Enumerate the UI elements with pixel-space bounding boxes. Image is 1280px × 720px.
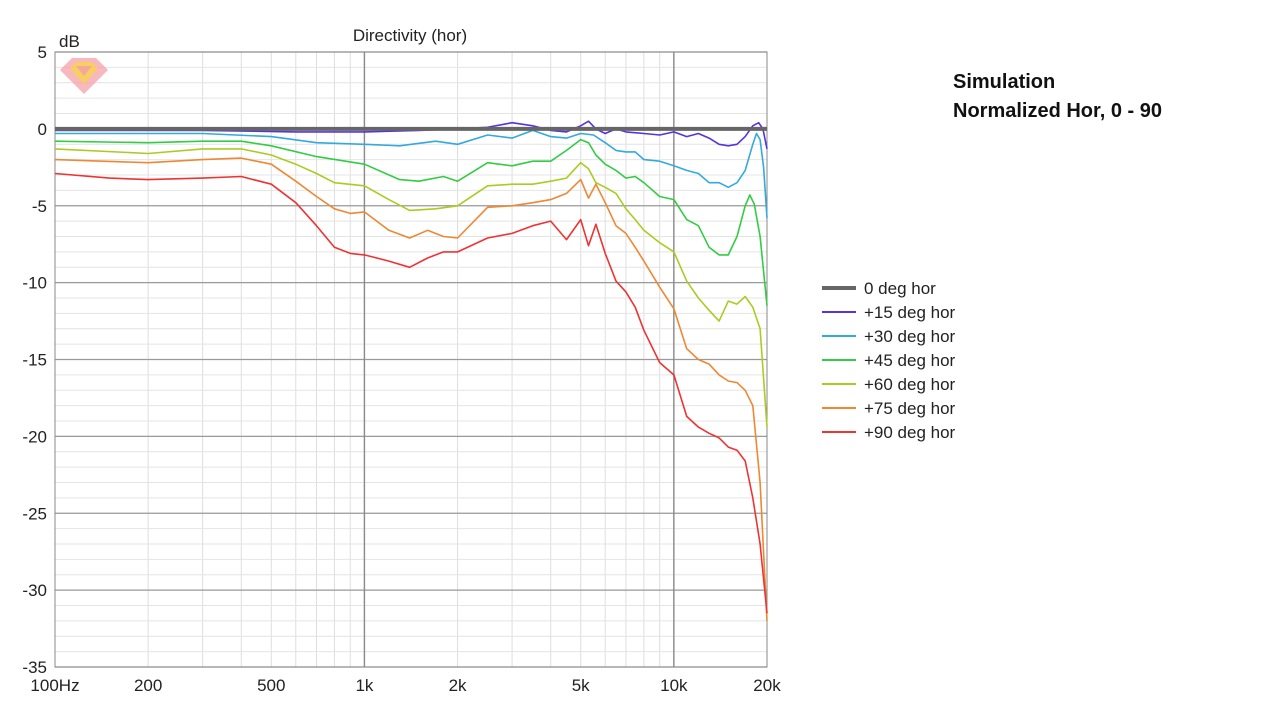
series-line--30-deg-hor [55, 129, 768, 219]
y-tick-label: -5 [32, 197, 47, 216]
x-tick-label: 2k [449, 676, 467, 695]
legend-label: +60 deg hor [864, 375, 956, 394]
series-line--45-deg-hor [54, 138, 768, 306]
simulation-note-line2: Normalized Hor, 0 - 90 [953, 100, 1162, 122]
legend-label: +75 deg hor [864, 399, 956, 418]
legend-label: 0 deg hor [864, 279, 936, 298]
y-tick-label: -25 [22, 504, 47, 523]
y-tick-label: 5 [38, 43, 47, 62]
y-tick-label: -20 [22, 427, 47, 446]
y-tick-label: -15 [22, 351, 47, 370]
x-tick-label: 20k [753, 676, 781, 695]
simulation-note-line1: Simulation [953, 71, 1056, 93]
legend-label: +30 deg hor [864, 327, 956, 346]
y-tick-label: -35 [22, 658, 47, 677]
series-layer [54, 120, 768, 621]
logo-diamond-core [76, 66, 92, 76]
x-tick-label: 5k [572, 676, 590, 695]
x-tick-label: 100Hz [30, 676, 79, 695]
legend-label: +15 deg hor [864, 303, 956, 322]
x-tick-label: 200 [134, 676, 162, 695]
y-tick-labels: 5 0 -5 -10 -15 -20 -25 -30 -35 [22, 43, 47, 677]
y-tick-label: -10 [22, 274, 47, 293]
x-tick-label: 500 [257, 676, 285, 695]
legend: 0 deg hor +15 deg hor +30 deg hor +45 deg h… [822, 279, 956, 442]
series-line--75-deg-hor [54, 157, 768, 621]
y-tick-label: -30 [22, 581, 47, 600]
diamond-logo [60, 58, 108, 94]
plot-frame [54, 51, 768, 668]
x-tick-label: 1k [355, 676, 373, 695]
series-line--90-deg-hor [54, 172, 768, 614]
simulation-note: Simulation Normalized Hor, 0 - 90 [953, 68, 1162, 126]
legend-label: +90 deg hor [864, 423, 956, 442]
y-tick-label: 0 [38, 120, 47, 139]
legend-label: +45 deg hor [864, 351, 956, 370]
x-tick-label: 10k [660, 676, 688, 695]
series-line--60-deg-hor [54, 148, 768, 428]
chart-title: Directivity (hor) [353, 26, 467, 45]
y-axis-label: dB [59, 32, 80, 51]
x-tick-labels: 100Hz 200 500 1k 2k 5k 10k 20k [30, 676, 781, 695]
